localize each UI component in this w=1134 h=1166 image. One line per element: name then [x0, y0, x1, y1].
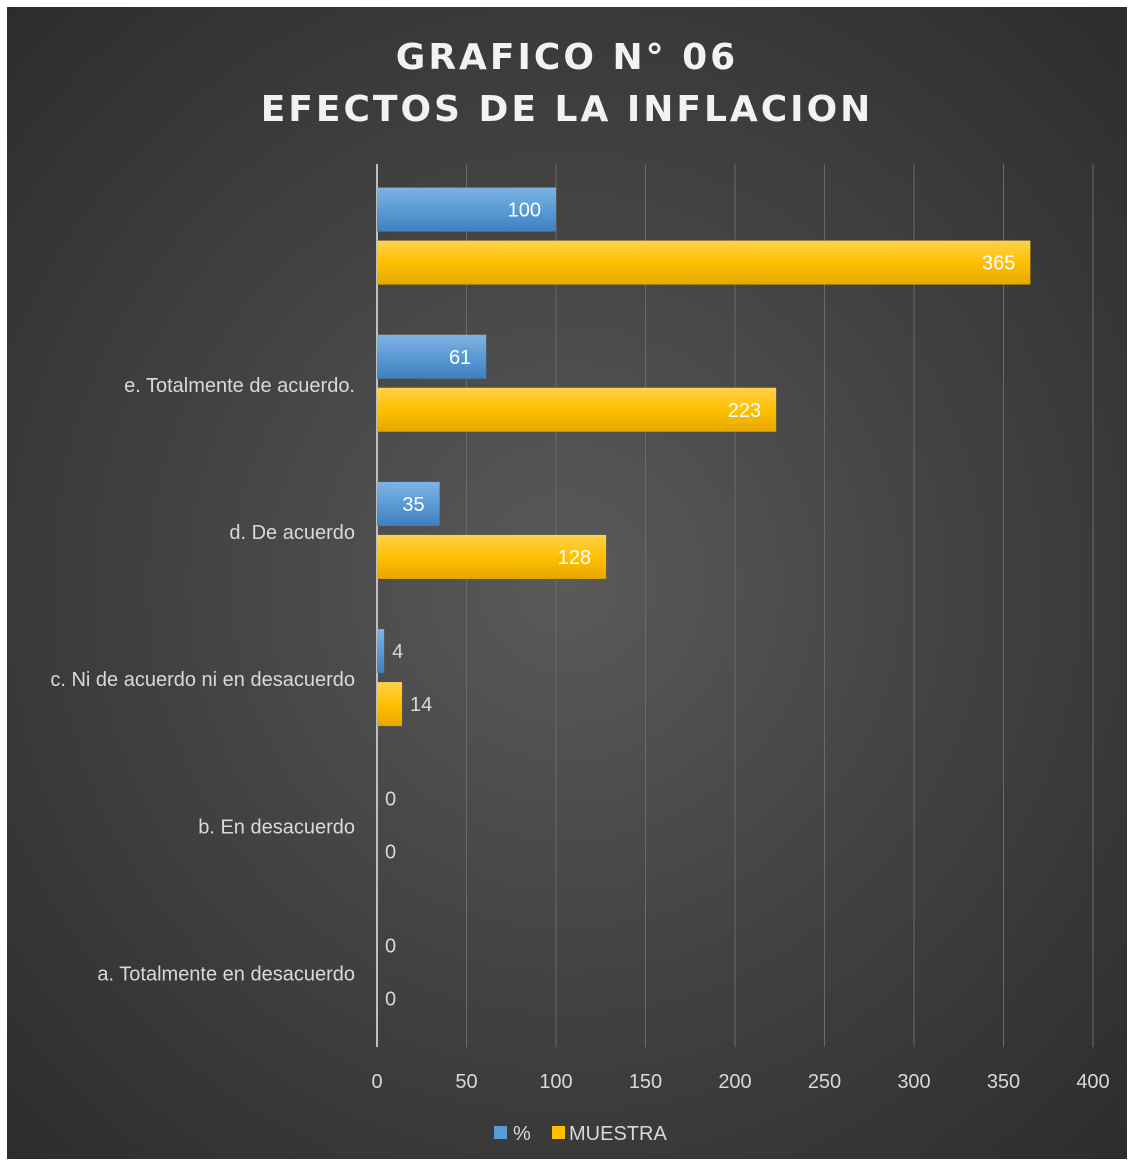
data-label: 35: [402, 494, 424, 516]
bar-percent: [377, 629, 385, 674]
data-label: 100: [508, 200, 541, 222]
x-tick-label: 100: [539, 1071, 572, 1093]
bar-chart: GRAFICO N° 06 EFECTOS DE LA INFLACION 0 5…: [50, 37, 1109, 1145]
bar-percent: [377, 334, 487, 379]
chart-frame: GRAFICO N° 06 EFECTOS DE LA INFLACION 0 5…: [7, 7, 1127, 1159]
data-label: 365: [982, 253, 1015, 275]
x-tick-label: 300: [897, 1071, 930, 1093]
legend-label: MUESTRA: [569, 1123, 667, 1145]
legend-label: %: [513, 1123, 531, 1145]
bar-percent: [377, 187, 556, 232]
legend-swatch-muestra: [552, 1126, 565, 1139]
bar-muestra: [377, 387, 777, 432]
legend-swatch-percent: [494, 1126, 507, 1139]
bar-muestra: [377, 534, 607, 579]
bar-percent: [377, 481, 440, 526]
bars: [377, 187, 1031, 727]
chart-title-line-2: EFECTOS DE LA INFLACION: [261, 89, 874, 130]
data-label: 223: [728, 400, 761, 422]
data-label: 4: [392, 641, 403, 663]
category-label: d. De acuerdo: [229, 522, 355, 544]
category-label: e. Totalmente de acuerdo.: [124, 375, 355, 397]
x-tick-label: 200: [718, 1071, 751, 1093]
category-label: c. Ni de acuerdo ni en desacuerdo: [50, 669, 355, 691]
gridlines: [376, 164, 1094, 1047]
data-label: 0: [385, 841, 396, 863]
category-label: b. En desacuerdo: [198, 816, 355, 838]
chart-title-line-1: GRAFICO N° 06: [396, 37, 738, 78]
category-label: a. Totalmente en desacuerdo: [97, 963, 355, 985]
x-tick-label: 0: [371, 1071, 382, 1093]
data-label: 0: [385, 788, 396, 810]
x-tick-label: 250: [808, 1071, 841, 1093]
data-label: 0: [385, 935, 396, 957]
legend: % MUESTRA: [494, 1123, 667, 1145]
data-label: 128: [558, 547, 591, 569]
bar-muestra: [377, 240, 1031, 285]
x-tick-label: 350: [987, 1071, 1020, 1093]
data-label: 0: [385, 988, 396, 1010]
data-label: 14: [410, 694, 432, 716]
x-tick-label: 150: [629, 1071, 662, 1093]
x-tick-label: 400: [1076, 1071, 1109, 1093]
x-tick-label: 50: [455, 1071, 477, 1093]
bar-muestra: [377, 682, 403, 727]
data-label: 61: [449, 347, 471, 369]
